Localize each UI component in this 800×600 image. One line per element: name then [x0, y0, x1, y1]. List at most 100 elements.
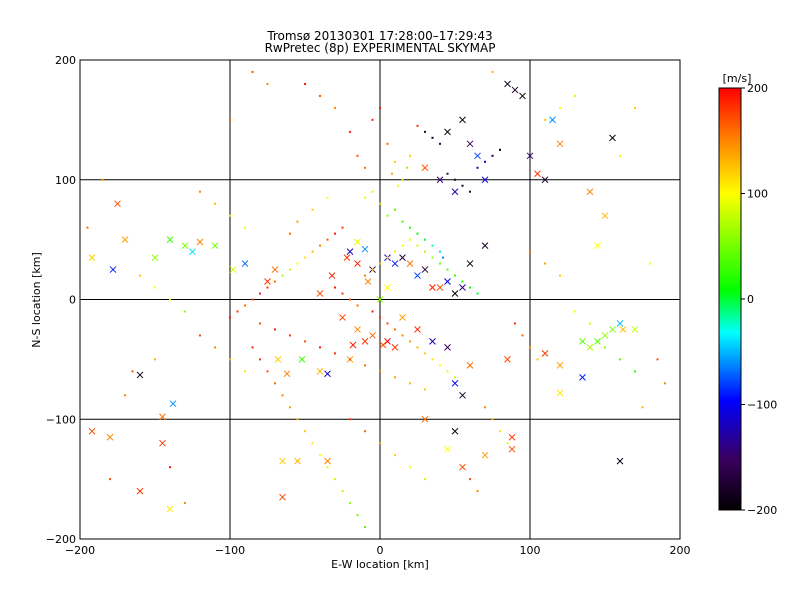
colorbar-tick-label: 100 — [747, 188, 768, 201]
dot-marker-point — [544, 118, 546, 121]
dot-marker-point — [431, 256, 434, 259]
dot-marker-point — [476, 292, 479, 295]
x-marker-point — [399, 254, 406, 261]
dot-marker-point — [274, 280, 276, 283]
dot-marker-point — [349, 358, 351, 361]
dot-marker-point — [266, 370, 269, 373]
dot-marker-point — [619, 154, 621, 157]
chart-subtitle: RwPretec (8p) EXPERIMENTAL SKYMAP — [265, 41, 496, 55]
dot-marker-point — [326, 466, 329, 469]
dot-marker-point — [334, 106, 336, 109]
dot-marker-point — [499, 148, 501, 151]
x-marker-point — [324, 457, 331, 465]
dot-marker-point — [424, 238, 426, 241]
dot-marker-point — [124, 394, 126, 397]
x-marker-point — [436, 284, 444, 291]
dot-marker-point — [364, 526, 366, 529]
dot-marker-point — [289, 334, 291, 337]
dot-marker-point — [394, 376, 396, 379]
x-marker-point — [508, 445, 516, 453]
x-axis-label: E-W location [km] — [331, 558, 429, 571]
dot-marker-point — [431, 244, 434, 247]
dot-marker-point — [349, 130, 351, 133]
x-marker-point — [556, 389, 564, 397]
x-marker-point — [631, 326, 639, 333]
dot-marker-point — [439, 142, 441, 145]
x-marker-point — [283, 370, 291, 378]
x-marker-point — [459, 116, 466, 124]
dot-marker-point — [454, 274, 456, 277]
x-marker-point — [339, 314, 346, 321]
x-marker-point — [151, 254, 159, 261]
dot-marker-point — [649, 262, 651, 265]
dot-marker-point — [439, 250, 441, 253]
y-tick-label: −200 — [46, 533, 76, 546]
x-marker-point — [136, 371, 144, 379]
dot-marker-point — [251, 298, 254, 301]
dot-marker-point — [319, 454, 321, 457]
dot-marker-point — [641, 406, 644, 409]
dot-marker-point — [289, 406, 291, 409]
x-marker-point — [328, 272, 336, 279]
dot-marker-point — [484, 160, 486, 163]
x-marker-point — [406, 260, 414, 267]
dot-marker-point — [559, 106, 561, 109]
x-marker-point — [136, 487, 144, 495]
dot-marker-point — [304, 256, 306, 259]
dot-marker-point — [304, 82, 306, 85]
x-marker-point — [474, 152, 481, 160]
x-marker-point — [181, 242, 189, 249]
x-marker-point — [436, 176, 444, 184]
dot-marker-point — [506, 442, 509, 445]
x-marker-point — [279, 493, 286, 501]
dot-marker-point — [229, 316, 231, 319]
x-marker-point — [343, 254, 351, 261]
x-marker-point — [271, 266, 279, 273]
x-marker-point — [466, 140, 474, 148]
x-marker-point — [619, 326, 627, 333]
dot-marker-point — [521, 334, 524, 337]
x-marker-point — [354, 326, 361, 333]
dot-marker-point — [311, 250, 314, 253]
dot-marker-point — [371, 268, 374, 271]
dot-marker-point — [199, 334, 201, 337]
x-marker-point — [526, 152, 534, 160]
dot-marker-point — [379, 316, 381, 319]
dot-marker-point — [386, 142, 389, 145]
dot-marker-point — [274, 328, 276, 331]
x-marker-point — [579, 373, 586, 381]
dot-marker-point — [341, 226, 344, 229]
x-marker-point — [534, 170, 541, 178]
x-marker-point — [586, 344, 594, 351]
dot-marker-point — [296, 418, 299, 421]
x-marker-point — [88, 254, 96, 261]
dot-marker-point — [169, 298, 171, 301]
dot-marker-point — [154, 286, 156, 289]
x-marker-point — [159, 439, 166, 447]
dot-marker-point — [476, 166, 479, 169]
x-marker-point — [481, 451, 489, 459]
x-marker-point — [354, 238, 361, 246]
x-marker-point — [541, 176, 549, 184]
dot-marker-point — [454, 376, 456, 379]
x-marker-point — [229, 266, 237, 273]
dot-marker-point — [109, 478, 111, 481]
dot-marker-point — [416, 244, 419, 247]
y-tick-label: 100 — [55, 174, 76, 187]
x-marker-point — [508, 433, 516, 441]
dot-marker-point — [274, 382, 276, 385]
x-marker-point — [354, 260, 361, 267]
y-tick-label: −100 — [46, 413, 76, 426]
dot-marker-point — [446, 370, 449, 373]
x-marker-point — [504, 356, 511, 363]
x-marker-point — [511, 86, 519, 94]
x-marker-point — [616, 457, 624, 465]
dot-marker-point — [334, 478, 336, 481]
dot-marker-point — [259, 322, 261, 325]
dot-marker-point — [244, 370, 246, 373]
x-marker-point — [451, 188, 459, 196]
dot-marker-point — [379, 106, 381, 109]
dot-marker-point — [184, 502, 186, 505]
x-marker-point — [196, 238, 204, 246]
dot-marker-point — [446, 172, 449, 175]
